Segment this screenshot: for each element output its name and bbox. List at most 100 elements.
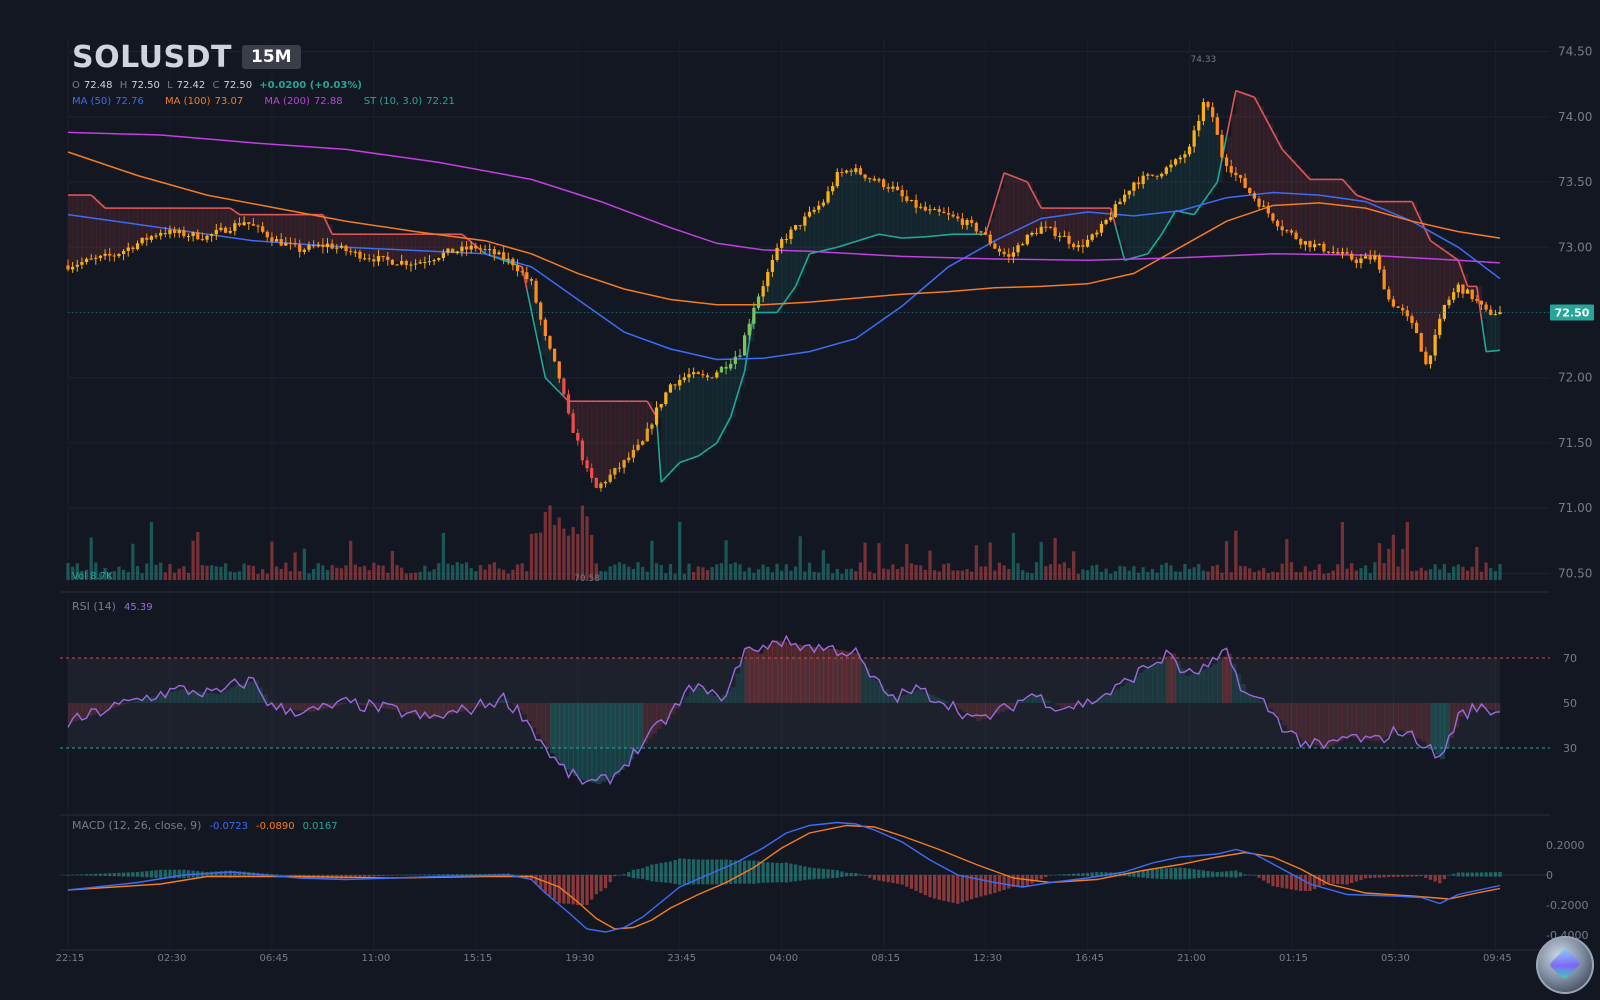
macd-histogram-bar <box>580 875 585 905</box>
candle-body <box>108 253 112 256</box>
rsi-fill <box>1360 703 1367 739</box>
volume-label[interactable]: Vol <box>72 571 87 582</box>
rsi-fill <box>753 651 760 703</box>
supertrend-band <box>726 364 732 426</box>
rsi-fill <box>1272 703 1279 715</box>
macd-histogram-bar <box>1340 875 1345 885</box>
supertrend-band <box>545 338 551 378</box>
supertrend-segment <box>558 391 565 398</box>
supertrend-band <box>355 234 361 254</box>
volume-bar <box>1090 565 1094 580</box>
macd-histogram-bar <box>441 874 446 876</box>
volume-bar <box>650 540 654 580</box>
macd-histogram-bar <box>159 869 163 879</box>
volume-bar <box>960 570 965 580</box>
candle-body <box>497 252 501 255</box>
supertrend-segment <box>526 288 533 312</box>
rsi-fill <box>429 703 435 719</box>
supertrend-band <box>91 195 97 261</box>
volume-bar <box>983 566 988 580</box>
macd-histogram-bar <box>372 875 376 877</box>
candle-body <box>1146 174 1150 176</box>
macd-histogram-bar <box>1387 875 1391 878</box>
rsi-fill <box>1407 703 1413 735</box>
supertrend-band <box>790 232 797 293</box>
supertrend-band <box>642 401 648 443</box>
ma100-label[interactable]: MA (100) <box>165 96 211 107</box>
ma200-label[interactable]: MA (200) <box>264 96 310 107</box>
volume-bar <box>909 563 914 580</box>
volume-bar <box>66 563 70 580</box>
rsi-fill <box>1152 664 1158 703</box>
rsi-label[interactable]: RSI (14) <box>72 600 116 613</box>
macd-histogram-bar <box>121 872 126 877</box>
supertrend-segment <box>1013 175 1019 180</box>
candle-body <box>261 226 265 232</box>
rsi-fill <box>77 703 83 720</box>
supertrend-band <box>244 214 250 222</box>
macd-histogram-bar <box>233 870 237 878</box>
supertrend-band <box>1476 286 1483 303</box>
rsi-fill <box>1212 663 1218 703</box>
volume-bar <box>872 573 876 580</box>
supertrend-band <box>638 401 644 448</box>
volume-bar <box>599 570 603 580</box>
open-value: 72.48 <box>83 80 113 91</box>
macd-histogram-bar <box>1164 868 1168 880</box>
macd-histogram-bar <box>71 874 75 876</box>
macd-label[interactable]: MACD (12, 26, close, 9) <box>72 819 202 832</box>
candle-body <box>307 245 311 250</box>
timeframe-badge[interactable]: 15M <box>242 45 301 69</box>
macd-histogram-bar <box>460 874 464 876</box>
rsi-fill <box>804 645 811 703</box>
supertrend-segment <box>892 235 898 239</box>
supertrend-segment <box>521 266 528 290</box>
macd-histogram-bar <box>1493 872 1497 877</box>
volume-bar <box>1211 566 1215 580</box>
rsi-fill <box>832 649 838 703</box>
rsi-fill <box>1036 696 1042 703</box>
ma50-label[interactable]: MA (50) <box>72 96 112 107</box>
supertrend-label[interactable]: ST (10, 3.0) <box>363 96 423 107</box>
rsi-fill <box>100 703 106 712</box>
volume-bar <box>492 562 496 580</box>
rsi-fill <box>452 703 458 714</box>
symbol-title[interactable]: SOLUSDT <box>72 40 232 75</box>
macd-histogram-bar <box>1452 873 1456 876</box>
close-label: C <box>212 80 220 91</box>
rsi-fill <box>1069 703 1075 706</box>
volume-bar <box>520 563 524 580</box>
supertrend-band <box>976 228 982 235</box>
supertrend-band <box>1323 179 1330 249</box>
candle-body <box>474 245 478 249</box>
volume-bar <box>1252 572 1257 580</box>
macd-histogram-bar <box>613 875 617 877</box>
volume-bar <box>1085 570 1090 580</box>
candle-body <box>1053 227 1057 237</box>
supertrend-segment <box>1133 255 1139 259</box>
macd-histogram-bar <box>284 875 288 876</box>
supertrend-band <box>892 188 899 237</box>
candle-body <box>1090 234 1094 240</box>
volume-bar <box>613 564 617 580</box>
macd-histogram-bar <box>817 868 821 879</box>
volume-bar <box>437 563 441 580</box>
candle-body <box>418 262 422 264</box>
supertrend-band <box>522 266 528 274</box>
macd-histogram-bar <box>112 873 116 877</box>
volume-bar <box>932 570 937 580</box>
rsi-fill <box>1031 694 1038 703</box>
macd-histogram-bar <box>247 872 251 877</box>
volume-bar <box>1048 564 1053 580</box>
macd-histogram-bar <box>1461 872 1465 877</box>
brand-logo-icon[interactable] <box>1536 936 1594 994</box>
supertrend-band <box>1221 155 1228 160</box>
rsi-fill <box>1333 703 1339 744</box>
candle-body <box>265 231 269 238</box>
rsi-fill <box>322 703 329 709</box>
macd-histogram-bar <box>242 871 246 877</box>
macd-histogram-bar <box>1067 873 1071 876</box>
supertrend-band <box>512 262 519 264</box>
supertrend-band <box>466 238 472 249</box>
